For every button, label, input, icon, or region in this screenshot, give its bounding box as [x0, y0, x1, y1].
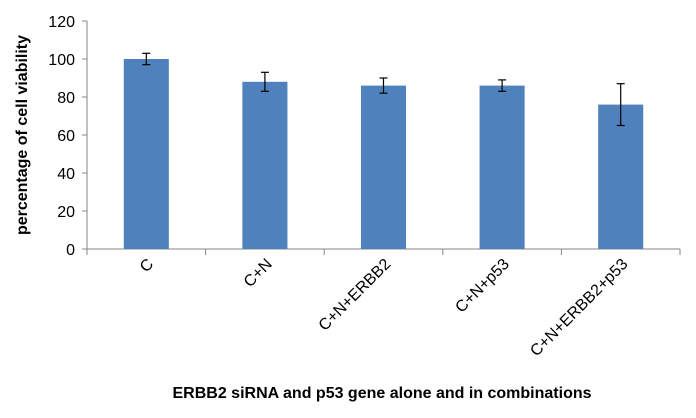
x-tick-label: C+N+ERBB2	[316, 256, 395, 335]
y-tick-label: 40	[57, 166, 75, 183]
bars	[123, 59, 644, 249]
x-axis-title: ERBB2 siRNA and p53 gene alone and in co…	[172, 385, 591, 402]
y-tick-label: 0	[66, 242, 75, 259]
error-bar-2	[260, 71, 269, 92]
y-axis-title: percentage of cell viability	[14, 35, 31, 235]
bar-4	[479, 85, 525, 249]
x-tick-label: C+N+p53	[452, 256, 513, 317]
x-axis: C C+N C+N+ERBB2 C+N+p53 C+N+ERBB2+p53	[86, 248, 681, 360]
bar-3	[360, 85, 407, 249]
error-bar-1	[142, 52, 151, 66]
y-tick-label: 80	[57, 90, 75, 107]
error-bar-4	[498, 79, 507, 92]
bar-1	[123, 59, 169, 249]
bar-5	[598, 104, 644, 249]
x-tick-label: C	[137, 256, 157, 276]
x-tick-label: C+N	[241, 256, 276, 291]
y-tick-label: 100	[48, 52, 75, 69]
error-bar-5	[616, 83, 625, 127]
x-tick-label: C+N+ERBB2+p53	[527, 256, 631, 360]
y-tick-label: 20	[57, 204, 75, 221]
bar-2	[242, 81, 288, 249]
y-tick-label: 60	[57, 128, 75, 145]
error-bar-3	[379, 77, 388, 94]
y-tick-label: 120	[48, 14, 75, 31]
y-axis: 0 20 40 60 80 100 120	[48, 14, 88, 259]
error-bars	[142, 52, 625, 127]
